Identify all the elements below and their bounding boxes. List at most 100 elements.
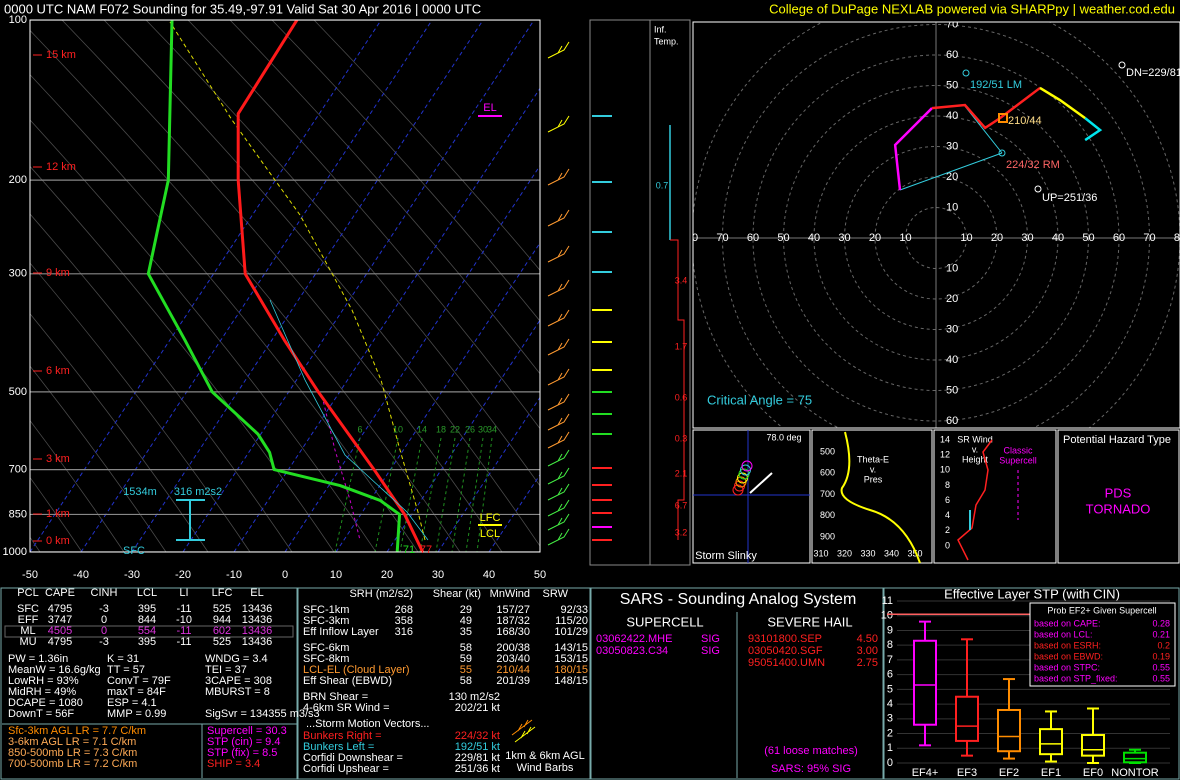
slinky-title: Storm Slinky xyxy=(695,550,757,562)
thermo-header: PCL xyxy=(17,587,38,599)
sr-wind-ytick: 2 xyxy=(945,525,950,535)
mixing-ratio-line xyxy=(374,437,399,552)
thermo-header: LCL xyxy=(137,587,157,599)
skewt-plot xyxy=(30,20,540,552)
ring-label: 20 xyxy=(946,171,958,183)
slinky-ring xyxy=(741,460,753,472)
index: MeanW = 16.6g/kg xyxy=(8,664,101,676)
thermo-cell: ML xyxy=(20,625,35,637)
motion-value: 224/32 kt xyxy=(455,730,500,742)
dry-adiabat xyxy=(30,365,167,552)
thermo-cell: 13436 xyxy=(242,603,273,615)
wind-barb xyxy=(547,368,570,386)
wind-barb xyxy=(547,513,570,531)
ring-label: 70 xyxy=(1143,232,1155,244)
ring-label: 20 xyxy=(946,293,958,305)
theta-e-ptick: 800 xyxy=(820,510,835,520)
prob-value: 0.2 xyxy=(1157,640,1170,650)
storm-left xyxy=(962,69,970,77)
isotherm xyxy=(131,20,484,552)
thermo-cell: 0 xyxy=(101,625,107,637)
motion-label: Corfidi Downshear = xyxy=(303,752,403,764)
lapse-rate: 850-500mb LR = 7.3 C/km xyxy=(8,747,137,759)
motion-value: 192/51 kt xyxy=(455,741,500,753)
x-tick-label: 20 xyxy=(381,569,393,581)
eff-srh-label: 316 m2s2 xyxy=(174,486,222,498)
ring-label: 40 xyxy=(808,232,820,244)
kinematic-cell: 35 xyxy=(460,626,472,638)
ring-label: 40 xyxy=(1052,232,1064,244)
ml-highlight xyxy=(4,625,294,638)
kinematic-cell: Eff Shear (EBWD) xyxy=(303,675,392,687)
index: SigSvr = 134355 m3/s3 xyxy=(205,708,320,720)
index: MMP = 0.99 xyxy=(107,708,166,720)
stp-category: EF4+ xyxy=(912,767,939,779)
skewt-frame xyxy=(29,19,541,553)
kinematic-cell: 58 xyxy=(460,642,472,654)
wind-barb xyxy=(547,309,570,327)
wind-barb xyxy=(547,41,570,59)
sars-match: 95051400.UMN xyxy=(748,657,825,669)
x-tick-label: 10 xyxy=(330,569,342,581)
index: maxT = 84F xyxy=(107,686,166,698)
dry-adiabat xyxy=(229,20,540,375)
inflection-title: Temp. xyxy=(654,36,679,46)
ring-label: 30 xyxy=(838,232,850,244)
height-label: 12 km xyxy=(46,161,76,173)
composite: Supercell = 30.3 xyxy=(207,725,287,737)
thermo-cell: 602 xyxy=(213,625,231,637)
kinematic-header: SRW xyxy=(543,588,569,600)
thermo-cell: 525 xyxy=(213,636,231,648)
sr-wind-frame xyxy=(933,429,1057,564)
sr-wind-ytick: 0 xyxy=(945,540,950,550)
corfidi-down xyxy=(1118,61,1126,69)
storm-right xyxy=(998,149,1006,157)
dry-adiabat xyxy=(30,262,251,552)
stp-category: EF0 xyxy=(1083,767,1103,779)
stp-box xyxy=(913,639,937,726)
hazard-type: TORNADO xyxy=(1086,501,1151,516)
wind-barb xyxy=(547,449,570,467)
ring-label: 30 xyxy=(946,140,958,152)
kinematic-cell: 153/15 xyxy=(554,653,588,665)
kinematic-cell: 58 xyxy=(460,675,472,687)
stp-frame xyxy=(883,587,1180,780)
thermo-header: CINH xyxy=(91,587,118,599)
stp-ytick: 2 xyxy=(887,727,893,739)
index: LowRH = 93% xyxy=(8,675,79,687)
wind-barb xyxy=(547,168,570,186)
sr-wind-ytick: 12 xyxy=(940,450,950,460)
mixing-ratio-line xyxy=(435,437,456,552)
ring-label: 60 xyxy=(946,415,958,427)
mixing-ratio-label: 6 xyxy=(357,424,362,434)
kinematic-cell: 29 xyxy=(460,604,472,616)
inflection-frame xyxy=(649,19,691,566)
kinematic-cell: 180/15 xyxy=(554,664,588,676)
motion-label: Corfidi Upshear = xyxy=(303,763,389,775)
x-tick-label: 30 xyxy=(432,569,444,581)
barb-note: Wind Barbs xyxy=(517,762,574,774)
prob-label: based on STPC: xyxy=(1034,662,1100,672)
theta-e-xtick: 310 xyxy=(813,548,828,558)
x-tick-label: -30 xyxy=(124,569,140,581)
sfc-label: SFC xyxy=(123,545,145,557)
isotherm xyxy=(233,87,540,552)
sars-match: 2.75 xyxy=(857,657,878,669)
composite: SHIP = 3.4 xyxy=(207,758,260,770)
inflection-label: 3.4 xyxy=(675,275,688,285)
stp-ytick: 9 xyxy=(887,624,893,636)
hazard-title: Potential Hazard Type xyxy=(1063,434,1171,446)
hodo-ring xyxy=(722,24,1150,428)
temperature-profile xyxy=(236,20,425,552)
kinematic-cell: 187/32 xyxy=(496,615,530,627)
inflection-label: 0.3 xyxy=(675,433,688,443)
wind-barb xyxy=(547,467,570,485)
mixing-ratio-line xyxy=(399,437,423,552)
thermo-cell: 4795 xyxy=(48,636,72,648)
ring-label: 80 xyxy=(1174,232,1180,244)
motion-title: ...Storm Motion Vectors... xyxy=(306,718,430,730)
inflection-label: 3.2 xyxy=(675,527,688,537)
dry-adiabat xyxy=(30,213,293,552)
stp-ytick: 0 xyxy=(887,757,893,769)
hodograph-trace xyxy=(893,107,933,191)
